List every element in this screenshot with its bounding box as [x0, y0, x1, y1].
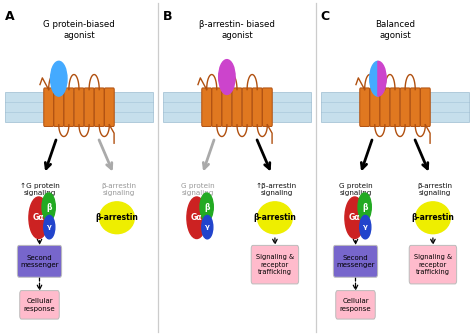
Text: Gα: Gα — [349, 213, 360, 222]
Text: Gα: Gα — [191, 213, 202, 222]
FancyBboxPatch shape — [409, 245, 456, 284]
Text: β-arrestin: β-arrestin — [95, 213, 138, 222]
FancyBboxPatch shape — [5, 92, 153, 122]
Circle shape — [44, 215, 55, 239]
FancyBboxPatch shape — [18, 245, 62, 277]
Text: Signaling &
receptor
trafficking: Signaling & receptor trafficking — [256, 254, 294, 275]
FancyBboxPatch shape — [410, 88, 420, 127]
FancyBboxPatch shape — [163, 92, 311, 122]
FancyBboxPatch shape — [64, 88, 74, 127]
Ellipse shape — [100, 202, 134, 234]
Circle shape — [200, 193, 213, 221]
FancyBboxPatch shape — [94, 88, 104, 127]
Text: β-arrestin: β-arrestin — [411, 213, 455, 222]
Text: β-arrestin
signaling: β-arrestin signaling — [417, 183, 452, 196]
FancyBboxPatch shape — [104, 88, 114, 127]
FancyBboxPatch shape — [242, 88, 252, 127]
Circle shape — [42, 193, 55, 221]
Text: A: A — [5, 10, 14, 23]
FancyBboxPatch shape — [44, 88, 54, 127]
FancyBboxPatch shape — [400, 88, 410, 127]
Circle shape — [51, 61, 67, 96]
Text: Signaling &
receptor
trafficking: Signaling & receptor trafficking — [414, 254, 452, 275]
FancyBboxPatch shape — [390, 88, 400, 127]
Text: Gα: Gα — [33, 213, 45, 222]
FancyBboxPatch shape — [420, 88, 430, 127]
Text: Second
messenger: Second messenger — [20, 255, 59, 268]
FancyBboxPatch shape — [232, 88, 242, 127]
FancyBboxPatch shape — [333, 245, 378, 277]
Circle shape — [29, 197, 48, 239]
Text: γ: γ — [363, 224, 368, 230]
Circle shape — [345, 197, 365, 239]
FancyBboxPatch shape — [251, 245, 299, 284]
Text: G protein
signaling: G protein signaling — [181, 183, 214, 196]
FancyBboxPatch shape — [222, 88, 232, 127]
Text: Cellular
response: Cellular response — [24, 298, 55, 312]
Circle shape — [360, 215, 371, 239]
Text: γ: γ — [47, 224, 52, 230]
Circle shape — [358, 193, 371, 221]
Text: Balanced
agonist: Balanced agonist — [375, 20, 415, 40]
FancyBboxPatch shape — [20, 290, 59, 319]
FancyBboxPatch shape — [54, 88, 64, 127]
Text: β-arrestin
signaling: β-arrestin signaling — [101, 183, 136, 196]
FancyBboxPatch shape — [202, 88, 211, 127]
Text: B: B — [163, 10, 172, 23]
Wedge shape — [370, 61, 378, 96]
Text: ↑β-arrestin
signaling: ↑β-arrestin signaling — [256, 183, 297, 196]
Wedge shape — [378, 61, 386, 96]
FancyBboxPatch shape — [336, 290, 375, 319]
Text: β-arrestin: β-arrestin — [254, 213, 296, 222]
FancyBboxPatch shape — [370, 88, 380, 127]
Text: γ: γ — [205, 224, 210, 230]
Ellipse shape — [416, 202, 450, 234]
Text: G protein
signaling: G protein signaling — [339, 183, 372, 196]
FancyBboxPatch shape — [84, 88, 94, 127]
FancyBboxPatch shape — [360, 88, 370, 127]
Text: Second
messenger: Second messenger — [336, 255, 375, 268]
Text: β: β — [362, 203, 367, 211]
Text: β-arrestin- biased
agonist: β-arrestin- biased agonist — [199, 20, 275, 40]
FancyBboxPatch shape — [212, 88, 222, 127]
FancyBboxPatch shape — [321, 92, 469, 122]
Text: C: C — [321, 10, 330, 23]
Circle shape — [202, 215, 213, 239]
Circle shape — [187, 197, 207, 239]
Text: β: β — [46, 203, 51, 211]
FancyBboxPatch shape — [263, 88, 272, 127]
Text: β: β — [204, 203, 210, 211]
Text: ↑G protein
signaling: ↑G protein signaling — [19, 183, 59, 196]
FancyBboxPatch shape — [74, 88, 84, 127]
Text: G protein-biased
agonist: G protein-biased agonist — [43, 20, 115, 40]
Text: Cellular
response: Cellular response — [340, 298, 371, 312]
FancyBboxPatch shape — [380, 88, 390, 127]
Circle shape — [219, 60, 235, 94]
Ellipse shape — [257, 202, 292, 234]
FancyBboxPatch shape — [252, 88, 262, 127]
